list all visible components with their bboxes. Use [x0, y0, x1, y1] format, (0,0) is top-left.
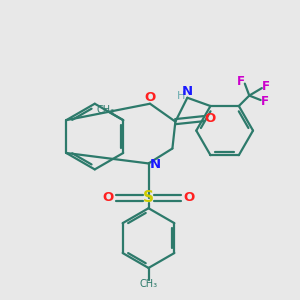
Text: O: O	[204, 112, 215, 124]
Text: O: O	[103, 191, 114, 204]
Text: S: S	[143, 190, 154, 205]
Text: CH₃: CH₃	[96, 105, 115, 116]
Text: O: O	[144, 91, 156, 103]
Text: F: F	[237, 75, 245, 88]
Text: O: O	[183, 191, 194, 204]
Text: F: F	[261, 95, 269, 108]
Text: H: H	[177, 91, 185, 101]
Text: N: N	[182, 85, 193, 98]
Text: N: N	[149, 158, 161, 171]
Text: F: F	[261, 80, 269, 93]
Text: CH₃: CH₃	[140, 279, 158, 289]
